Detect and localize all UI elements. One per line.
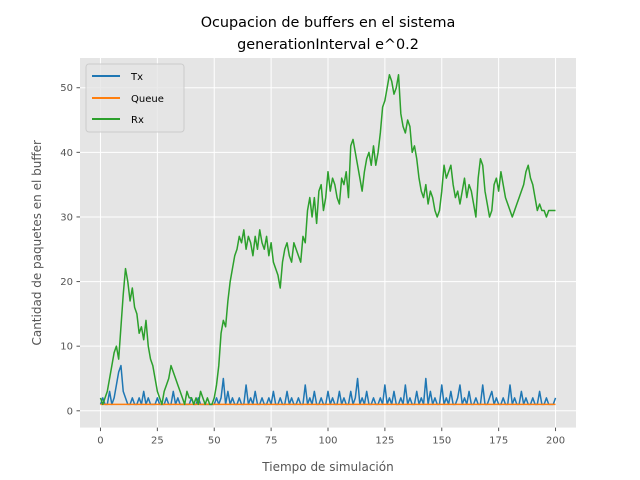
x-tick-label: 50 [208, 436, 221, 447]
y-tick-label: 0 [67, 406, 73, 417]
x-tick-label: 200 [546, 436, 565, 447]
x-axis-ticks: 0 25 50 75 100 125 150 175 200 [97, 427, 565, 447]
grid [80, 58, 576, 428]
x-tick-label: 150 [432, 436, 451, 447]
x-tick-label: 100 [318, 436, 337, 447]
series-layer [99, 74, 557, 406]
y-tick-label: 30 [60, 212, 73, 223]
y-tick-label: 10 [60, 342, 73, 353]
x-tick-label: 25 [151, 436, 164, 447]
x-axis-label: Tiempo de simulación [261, 460, 393, 474]
x-tick-label: 125 [375, 436, 394, 447]
y-axis-label: Cantidad de paquetes en el buffer [30, 140, 44, 346]
x-tick-label: 75 [265, 436, 278, 447]
x-tick-label: 0 [97, 436, 103, 447]
series-line-rx [99, 74, 556, 406]
legend-label-tx: Tx [130, 72, 143, 83]
legend-label-queue: Queue [131, 94, 164, 105]
chart-subtitle: generationInterval e^0.2 [237, 37, 419, 53]
legend-label-rx: Rx [131, 115, 144, 126]
y-axis-ticks: 0 10 20 30 40 50 [60, 83, 80, 417]
x-tick-label: 175 [489, 436, 508, 447]
legend-box [85, 63, 185, 133]
y-tick-label: 50 [60, 83, 73, 94]
y-tick-label: 20 [60, 277, 73, 288]
y-tick-label: 40 [60, 148, 73, 159]
chart-title: Ocupacion de buffers en el sistema [201, 15, 456, 31]
legend: Tx Queue Rx [85, 63, 185, 133]
